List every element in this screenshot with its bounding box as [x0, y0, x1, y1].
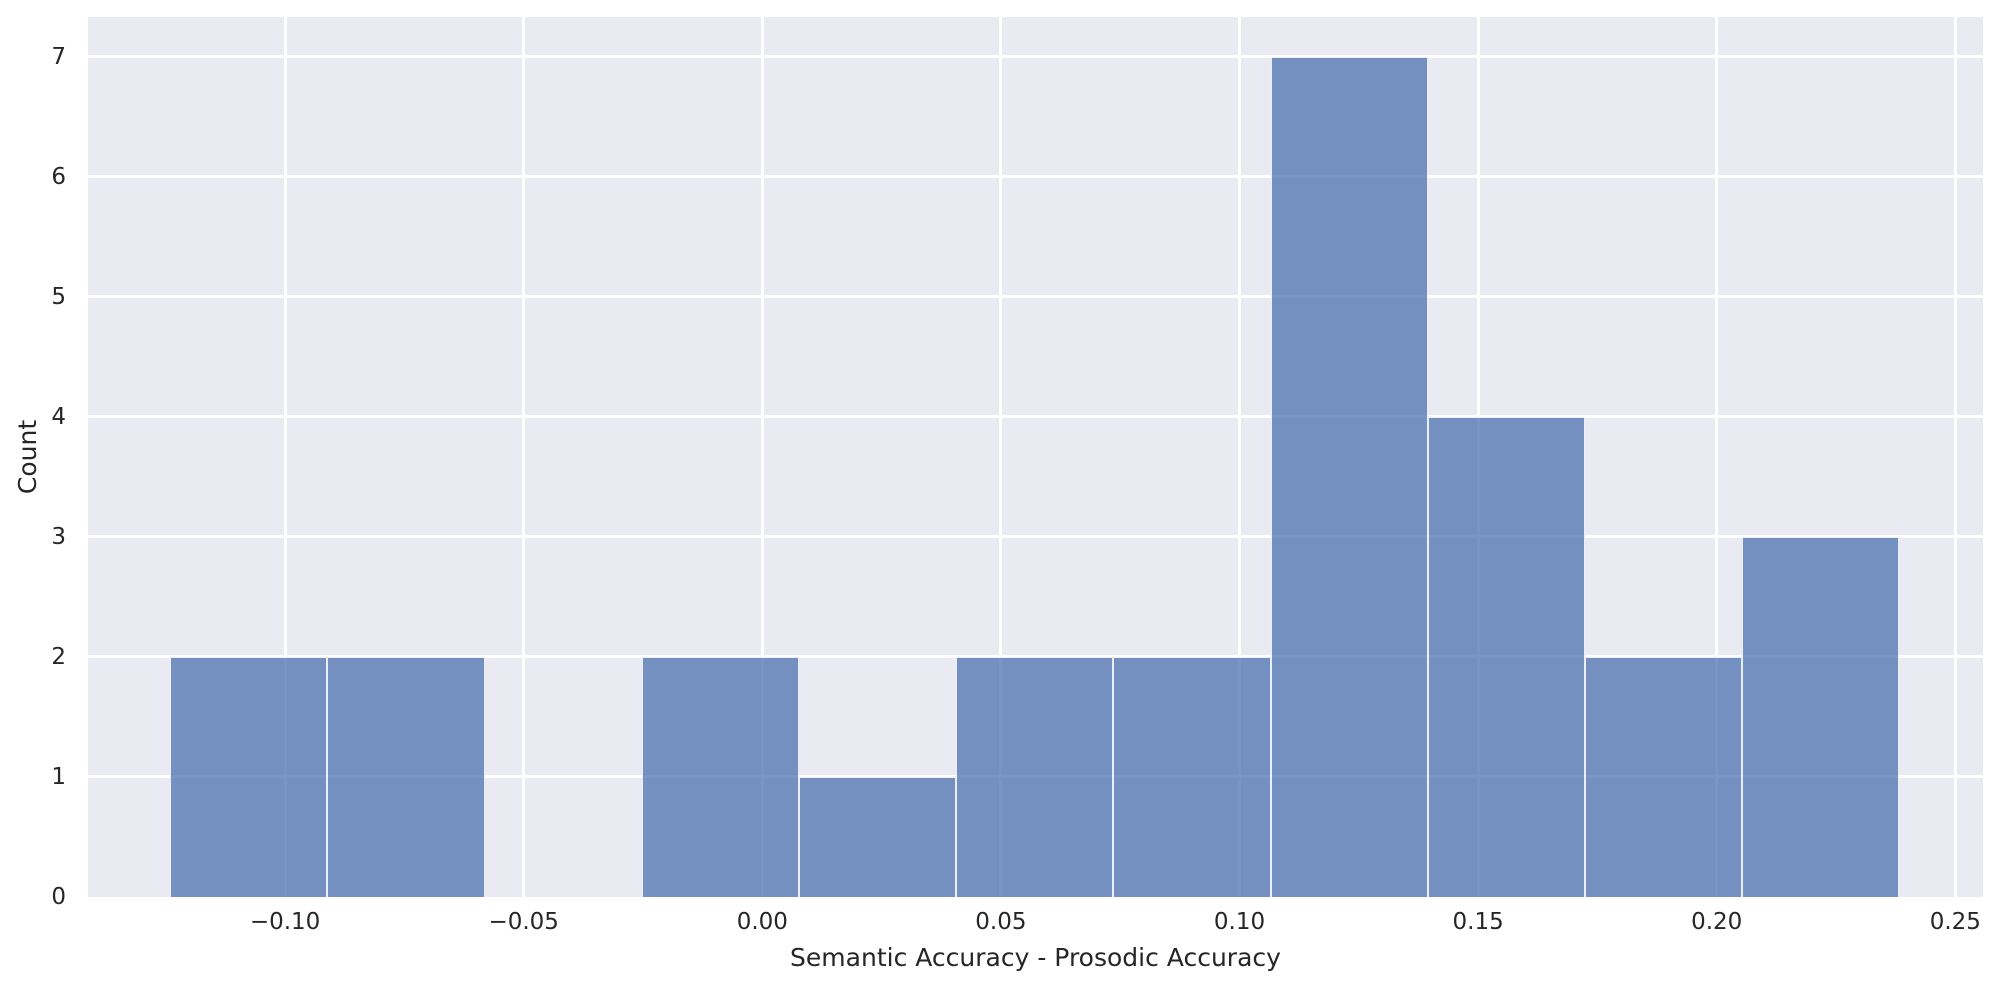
x-gridline: [760, 17, 764, 897]
histogram-bar: [327, 656, 485, 897]
histogram-bar: [641, 656, 800, 897]
histogram-bar: [956, 656, 1114, 897]
histogram-bar: [1427, 416, 1585, 897]
y-tick-label: 5: [51, 283, 66, 310]
histogram-bar: [1270, 56, 1428, 897]
x-tick-label: 0.05: [975, 909, 1027, 935]
y-tick-label: 2: [51, 643, 66, 670]
x-tick-label: 0.25: [1929, 909, 1981, 935]
y-gridline: [88, 295, 1983, 299]
y-gridline: [88, 415, 1983, 419]
x-tick-label: −0.05: [488, 909, 559, 935]
histogram-bar: [1742, 536, 1899, 897]
histogram-bar: [170, 656, 328, 897]
y-tick-label: 4: [51, 403, 66, 430]
x-gridline: [999, 17, 1003, 897]
x-tick-label: 0.10: [1213, 909, 1266, 935]
x-gridline: [1715, 17, 1719, 897]
y-axis-label: Count: [13, 419, 42, 495]
y-tick-label: 7: [51, 43, 66, 70]
y-gridline: [88, 535, 1983, 539]
x-tick-label: 0.20: [1691, 909, 1743, 935]
y-tick-label: 6: [51, 163, 66, 190]
x-tick-label: 0.15: [1452, 909, 1504, 935]
x-gridline: [283, 17, 287, 897]
histogram-bar: [1113, 656, 1271, 897]
histogram-bar: [799, 776, 957, 897]
x-gridline: [1238, 17, 1241, 897]
plot-area: [88, 17, 1983, 897]
x-gridline: [1953, 17, 1957, 897]
y-tick-label: 3: [51, 523, 66, 550]
y-gridline: [88, 175, 1983, 179]
histogram-bar: [1584, 656, 1742, 897]
x-gridline: [522, 17, 526, 897]
y-gridline: [88, 55, 1983, 59]
x-tick-label: −0.10: [249, 909, 321, 935]
x-tick-label: 0.00: [736, 909, 788, 935]
y-tick-label: 1: [51, 763, 66, 790]
y-tick-label: 0: [51, 884, 66, 910]
x-axis-label: Semantic Accuracy - Prosodic Accuracy: [790, 943, 1281, 972]
